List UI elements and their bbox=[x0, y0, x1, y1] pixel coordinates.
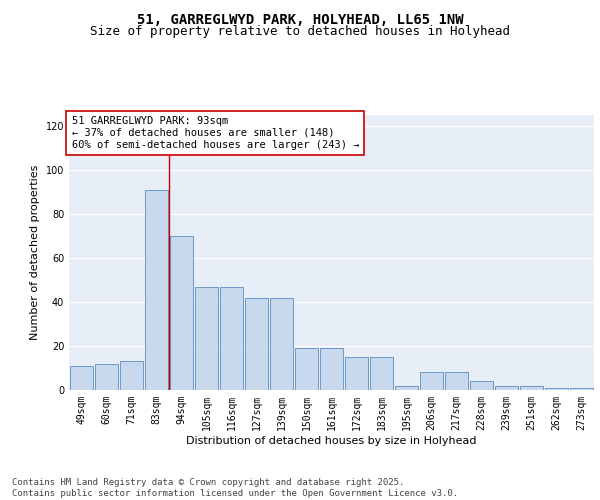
Y-axis label: Number of detached properties: Number of detached properties bbox=[30, 165, 40, 340]
Bar bbox=[195, 286, 218, 390]
Bar bbox=[120, 362, 143, 390]
Bar bbox=[320, 348, 343, 390]
Bar bbox=[395, 386, 418, 390]
Bar bbox=[520, 386, 543, 390]
Bar bbox=[420, 372, 443, 390]
X-axis label: Distribution of detached houses by size in Holyhead: Distribution of detached houses by size … bbox=[186, 436, 477, 446]
Bar bbox=[345, 357, 368, 390]
Bar bbox=[170, 236, 193, 390]
Bar bbox=[145, 190, 168, 390]
Bar bbox=[270, 298, 293, 390]
Text: Size of property relative to detached houses in Holyhead: Size of property relative to detached ho… bbox=[90, 25, 510, 38]
Bar bbox=[445, 372, 468, 390]
Bar bbox=[245, 298, 268, 390]
Bar bbox=[470, 381, 493, 390]
Text: 51 GARREGLWYD PARK: 93sqm
← 37% of detached houses are smaller (148)
60% of semi: 51 GARREGLWYD PARK: 93sqm ← 37% of detac… bbox=[71, 116, 359, 150]
Text: 51, GARREGLWYD PARK, HOLYHEAD, LL65 1NW: 51, GARREGLWYD PARK, HOLYHEAD, LL65 1NW bbox=[137, 12, 463, 26]
Bar bbox=[570, 388, 593, 390]
Text: Contains HM Land Registry data © Crown copyright and database right 2025.
Contai: Contains HM Land Registry data © Crown c… bbox=[12, 478, 458, 498]
Bar bbox=[545, 388, 568, 390]
Bar bbox=[495, 386, 518, 390]
Bar bbox=[295, 348, 318, 390]
Bar bbox=[370, 357, 393, 390]
Bar bbox=[220, 286, 243, 390]
Bar bbox=[70, 366, 93, 390]
Bar bbox=[95, 364, 118, 390]
